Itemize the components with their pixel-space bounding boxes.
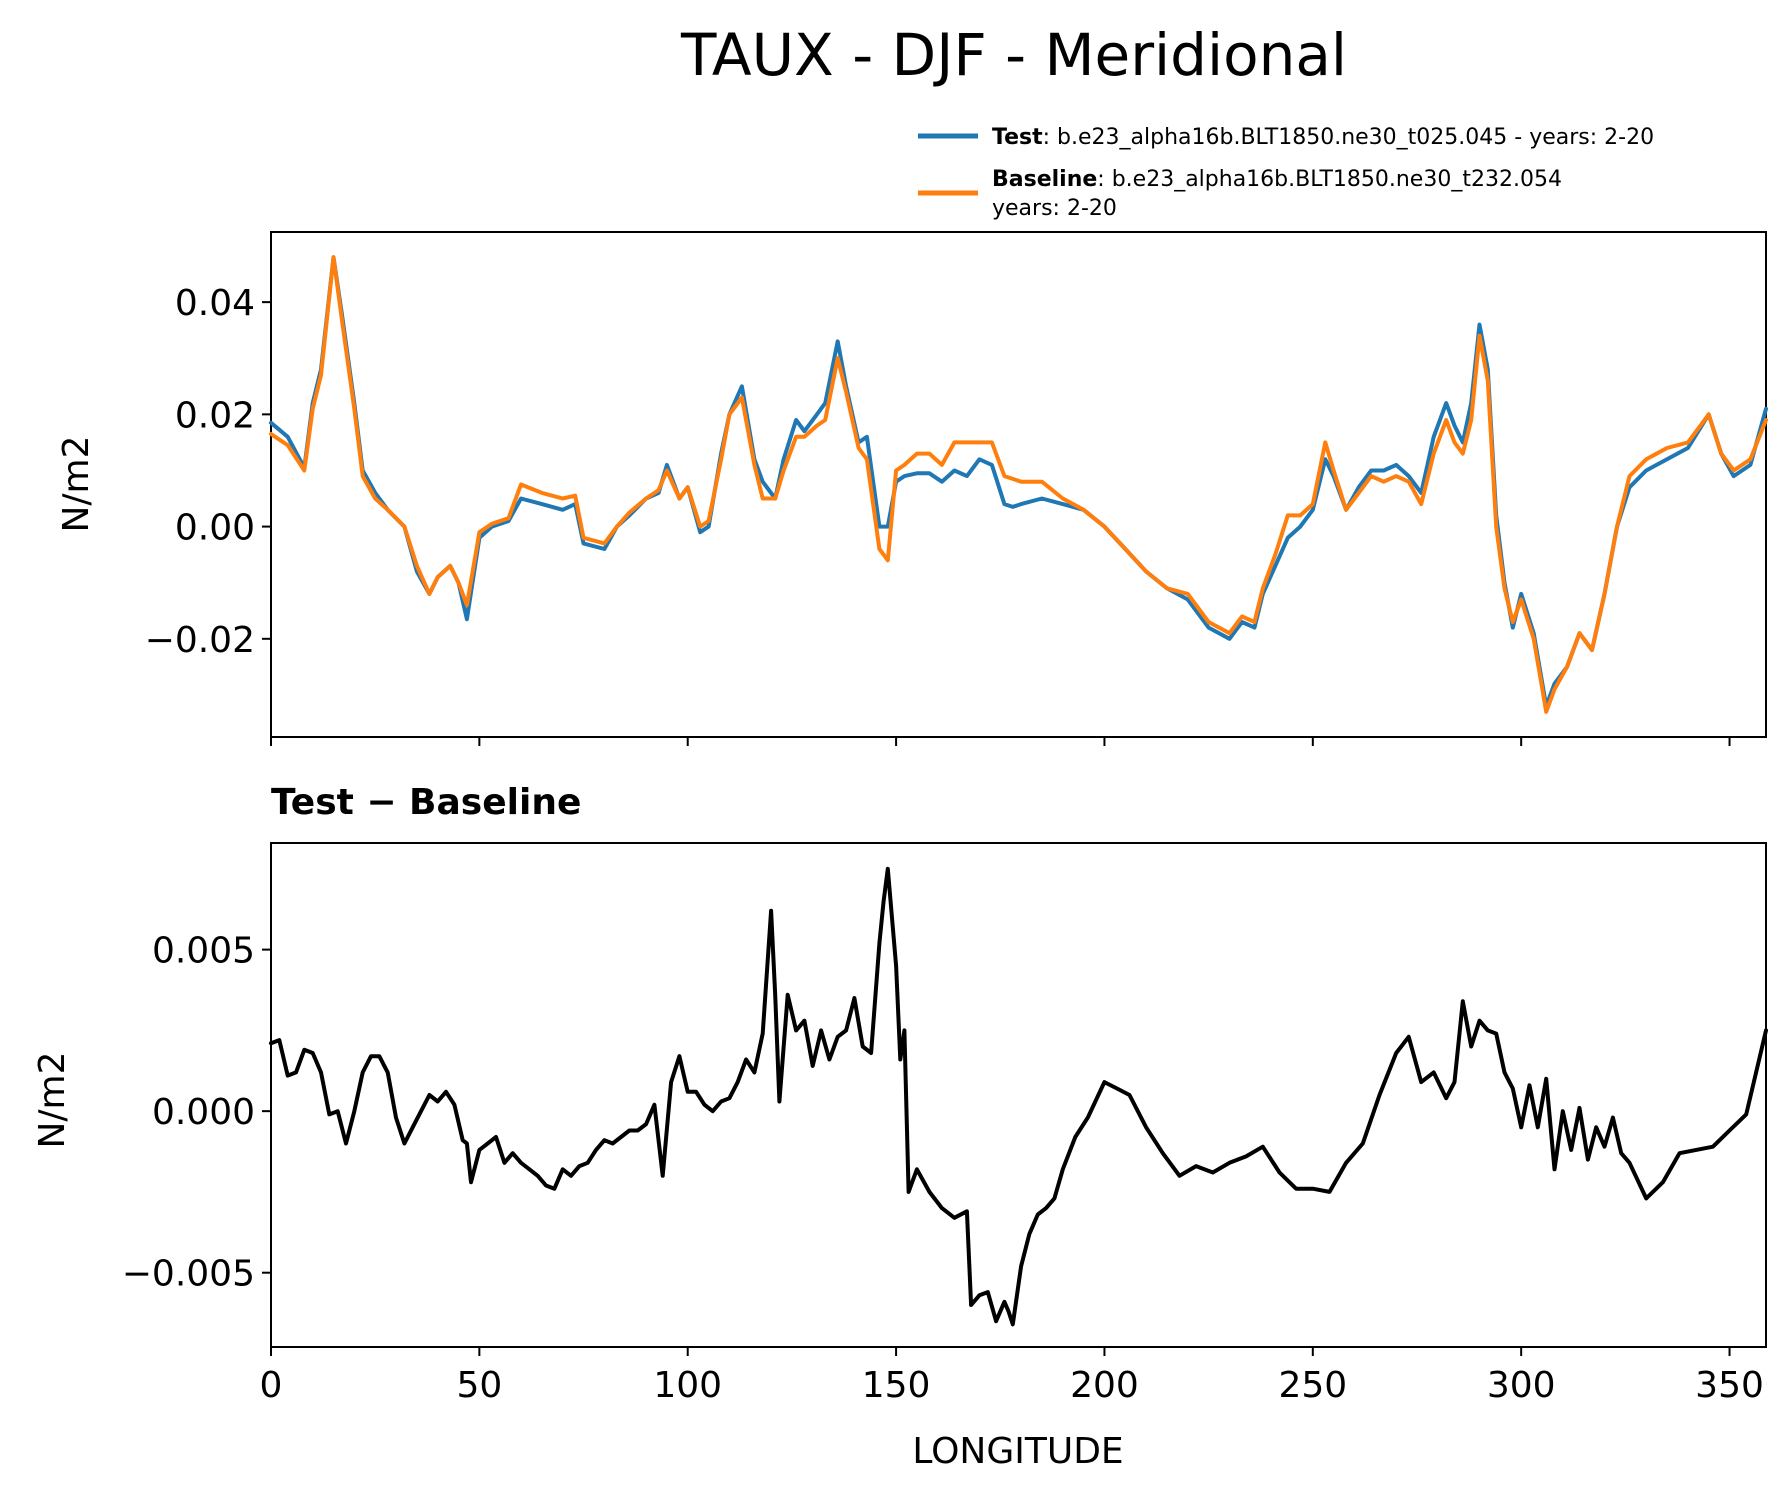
legend-label-baseline: Baseline: b.e23_alpha16b.BLT1850.ne30_t2…: [992, 167, 1562, 192]
bottom-title: Test − Baseline: [271, 782, 581, 823]
bottom-yticks: 0.005 0.000 −0.005: [122, 931, 271, 1295]
ytick-label: 0.00: [175, 508, 255, 549]
legend: Test: b.e23_alpha16b.BLT1850.ne30_t025.0…: [918, 125, 1654, 221]
xtick-label: 300: [1487, 1365, 1556, 1406]
top-plot-frame: [270, 231, 1767, 738]
bottom-ylabel: N/m2: [32, 1051, 73, 1148]
ytick-label: −0.005: [122, 1254, 255, 1295]
series-line-difference: [269, 866, 1768, 1327]
xtick-label: 100: [653, 1365, 722, 1406]
ytick-label: 0.02: [175, 395, 255, 436]
xtick-label: 350: [1695, 1365, 1764, 1406]
bottom-xlabel: LONGITUDE: [912, 1431, 1123, 1472]
xtick-label: 50: [456, 1365, 502, 1406]
series-line-baseline: [269, 255, 1768, 714]
top-xticks: [270, 737, 1731, 746]
figure-title: TAUX - DJF - Meridional: [680, 21, 1347, 89]
legend-extra-baseline: years: 2-20: [992, 196, 1117, 221]
top-series: [269, 255, 1768, 714]
ytick-label: 0.04: [175, 283, 255, 324]
top-yticks: 0.04 0.02 0.00 −0.02: [145, 283, 271, 661]
xtick-label: 250: [1278, 1365, 1347, 1406]
legend-label-test: Test: b.e23_alpha16b.BLT1850.ne30_t025.0…: [992, 125, 1654, 150]
bottom-plot-frame: [270, 842, 1767, 1348]
legend-case-test: : b.e23_alpha16b.BLT1850.ne30_t025.045 -…: [1043, 125, 1654, 150]
ytick-label: 0.005: [152, 931, 255, 972]
xtick-label: 200: [1070, 1365, 1139, 1406]
ytick-label: 0.000: [152, 1092, 255, 1133]
xtick-label: 0: [260, 1365, 283, 1406]
legend-name-test: Test: [992, 125, 1043, 150]
xtick-label: 150: [862, 1365, 931, 1406]
ytick-label: −0.02: [145, 620, 255, 661]
legend-case-baseline: : b.e23_alpha16b.BLT1850.ne30_t232.054: [1097, 167, 1562, 192]
bottom-panel: Test − Baseline 0.005 0.000 −0.005 0 50 100 1…: [32, 782, 1768, 1472]
bottom-xticks: 0 50 100 150 200 250 300 350: [260, 1347, 1764, 1406]
bottom-series: [269, 866, 1768, 1327]
top-panel: 0.04 0.02 0.00 −0.02 N/m2: [56, 231, 1768, 746]
top-ylabel: N/m2: [56, 435, 97, 532]
legend-name-baseline: Baseline: [992, 167, 1097, 192]
